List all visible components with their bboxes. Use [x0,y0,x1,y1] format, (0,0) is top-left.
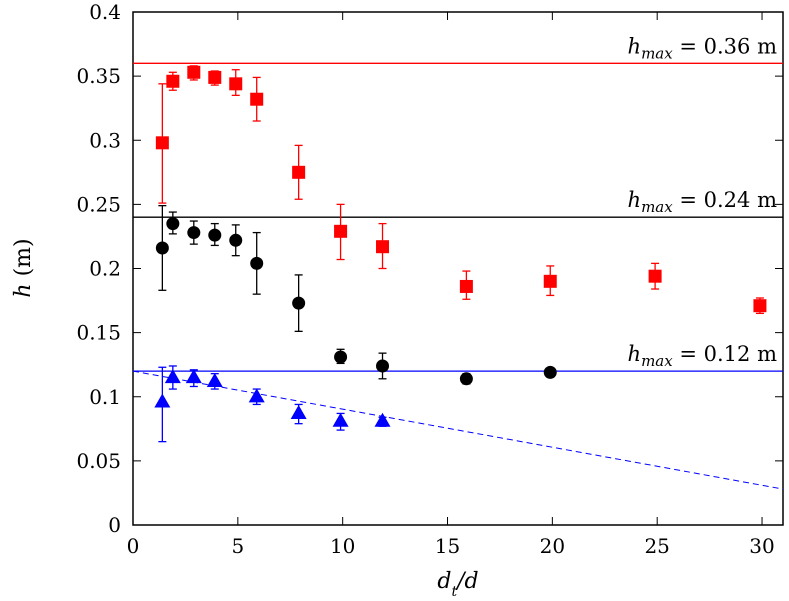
label-sub: max [641,198,673,216]
y-tick-label: 0.25 [76,192,121,216]
data-point-square [334,224,348,238]
data-point-circle [155,241,169,255]
label-sub: max [641,44,673,62]
data-point-square [187,65,201,79]
data-point-triangle [248,388,265,403]
axis-ticks: 0 5 10 15 20 25 30 0 0.05 0.1 0.15 0.2 0.25 0.3 0.35 0.… [76,0,783,558]
data-point-square [166,74,180,88]
data-point-circle [229,233,243,247]
x-tick-label: 20 [540,534,565,558]
series-layer [154,65,767,443]
data-point-circle [187,226,201,240]
label-var: h [628,34,642,58]
data-point-circle [292,296,306,310]
label-value: = 0.36 m [673,34,777,58]
y-tick-label: 0 [108,513,121,537]
x-tick-label: 15 [435,534,460,558]
data-point-triangle [154,393,171,408]
y-tick-label: 0.2 [89,257,121,281]
reference-lines [132,62,784,490]
label-sub: max [641,352,673,370]
data-point-circle [166,217,180,231]
data-point-square [229,77,243,91]
label-var: h [628,188,642,212]
label-value: = 0.24 m [673,188,777,212]
data-point-circle [208,228,222,242]
data-point-square [376,240,390,254]
data-point-square [208,70,222,84]
y-tick-label: 0.15 [76,321,121,345]
label-var: h [628,342,642,366]
data-point-triangle [290,405,307,420]
trend-dashed-line [132,370,784,490]
x-tick-label: 25 [644,534,669,558]
data-point-square [753,299,767,313]
reference-line-label: hmax = 0.24 m [628,188,778,216]
data-point-triangle [164,369,181,384]
data-point-square [648,269,662,283]
data-point-square [543,274,557,288]
data-point-circle [376,359,390,373]
y-tick-label: 0.4 [89,0,121,24]
data-point-square [155,136,169,150]
y-tick-label: 0.1 [89,385,121,409]
series-square [155,65,767,315]
data-point-triangle [332,412,349,427]
reference-line-label: hmax = 0.12 m [628,342,778,370]
y-axis-label: h (m) [11,238,36,297]
data-point-circle [334,350,348,364]
series-triangle [154,365,391,443]
data-point-square [292,165,306,179]
x-tick-label: 5 [231,534,244,558]
data-point-circle [543,365,557,379]
data-point-triangle [206,372,223,387]
x-axis-label: dt/d [437,569,478,600]
y-tick-label: 0.3 [89,128,121,152]
x-tick-label: 0 [127,534,140,558]
series-circle [155,205,557,386]
y-tick-label: 0.35 [76,64,121,88]
data-point-circle [459,372,473,386]
data-point-triangle [374,412,391,427]
reference-line-label: hmax = 0.36 m [628,34,778,62]
data-point-triangle [185,369,202,384]
data-point-square [250,92,264,106]
data-point-circle [250,256,264,270]
x-tick-label: 10 [330,534,355,558]
data-point-square [459,279,473,293]
x-tick-label: 30 [749,534,774,558]
y-tick-label: 0.05 [76,449,121,473]
label-value: = 0.12 m [673,342,777,366]
